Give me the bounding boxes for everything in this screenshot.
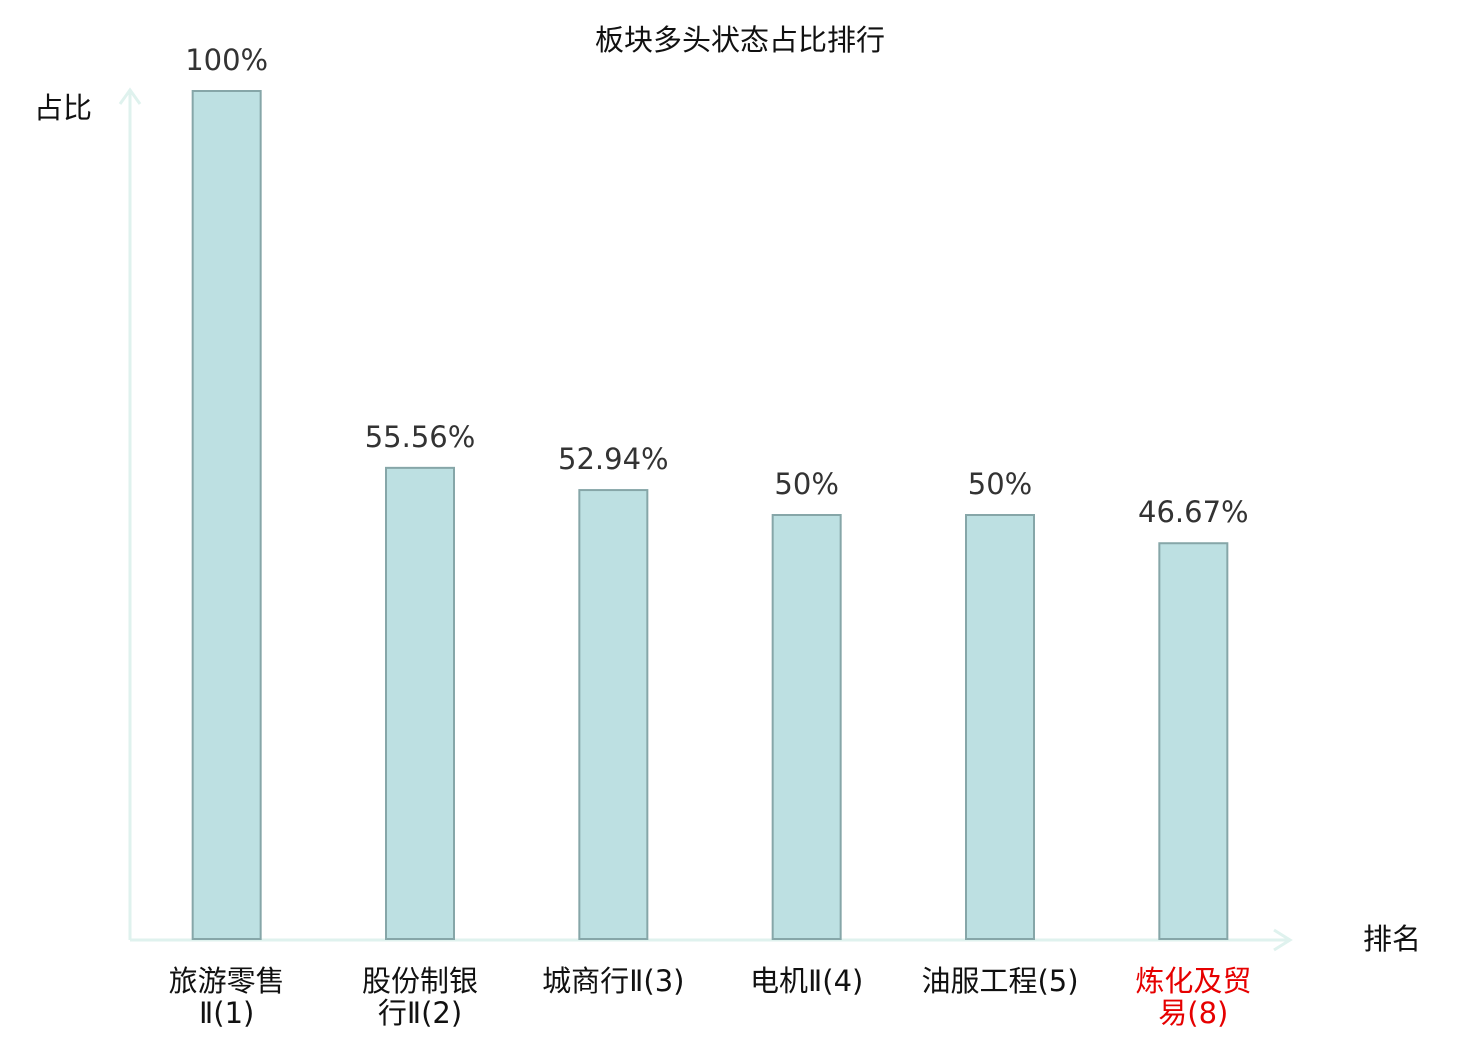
x-tick-label: 炼化及贸易(8) (1135, 964, 1251, 1030)
chart-title: 板块多头状态占比排行 (595, 23, 885, 57)
value-label: 50% (968, 467, 1032, 501)
x-axis-label: 排名 (1363, 922, 1421, 956)
bar (385, 466, 455, 940)
x-tick-label: 股份制银行Ⅱ(2) (362, 964, 478, 1030)
x-tick-label: 油服工程(5) (921, 964, 1078, 998)
axes (118, 87, 1293, 952)
value-label: 52.94% (558, 442, 669, 476)
value-label: 55.56% (365, 420, 476, 454)
value-label: 46.67% (1138, 495, 1249, 529)
bar (771, 514, 842, 940)
x-axis-arrow (1273, 928, 1293, 952)
x-tick-label: 电机Ⅱ(4) (750, 964, 863, 998)
value-label: 100% (185, 43, 268, 77)
bar (965, 514, 1035, 940)
bar (1158, 542, 1229, 940)
y-axis-arrow (118, 87, 142, 105)
y-axis-label: 占比 (34, 91, 92, 125)
bar (191, 90, 262, 940)
x-tick-label: 城商行Ⅱ(3) (542, 964, 684, 998)
x-tick-label: 旅游零售 Ⅱ(1) (169, 964, 285, 1030)
bar (578, 489, 649, 940)
value-label: 50% (774, 467, 838, 501)
